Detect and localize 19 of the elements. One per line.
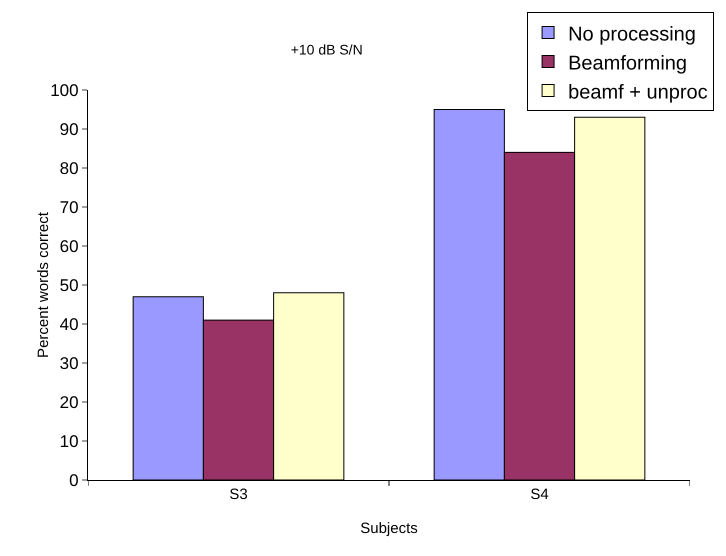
y-tick-label: 40 [60, 314, 79, 334]
y-tick-label: 70 [60, 198, 79, 217]
y-tick-label: 60 [60, 236, 79, 256]
y-tick-label: 20 [60, 392, 79, 412]
legend-label: No processing [568, 23, 696, 46]
legend-label: Beamforming [568, 52, 688, 74]
y-tick-label: 90 [60, 120, 79, 139]
legend-label: beamf + unproc [568, 81, 708, 104]
y-tick-label: 100 [50, 80, 79, 100]
y-tick-label: 0 [69, 470, 79, 490]
y-tick-label: 10 [60, 432, 79, 451]
x-tick-label: S4 [530, 486, 549, 503]
chart-title: +10 dB S/N [290, 41, 363, 58]
y-axis-title: Percent words correct [35, 211, 52, 358]
y-tick-label: 80 [60, 158, 79, 178]
x-axis-title: Subjects [360, 520, 418, 537]
y-tick-label: 30 [60, 354, 79, 373]
x-tick-label: S3 [229, 486, 248, 503]
y-tick-label: 50 [60, 276, 79, 295]
